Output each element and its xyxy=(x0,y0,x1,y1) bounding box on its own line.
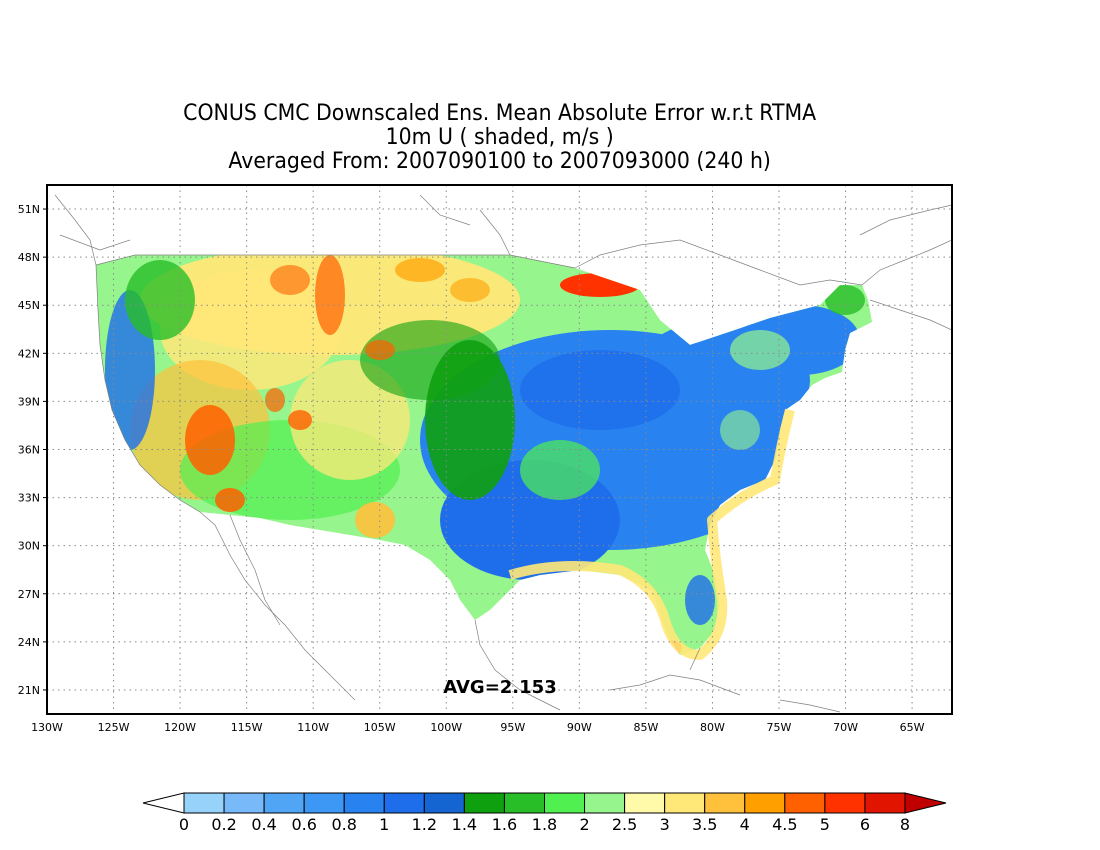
colorbar-swatch xyxy=(744,792,786,814)
lat-tick-label: 24N xyxy=(18,636,40,649)
lon-tick-label: 120W xyxy=(164,721,196,734)
lon-tick-label: 125W xyxy=(98,721,130,734)
colorbar-swatch xyxy=(303,792,345,814)
colorbar-swatch xyxy=(664,792,706,814)
lat-tick-label: 45N xyxy=(18,299,40,312)
colorbar-label: 2.5 xyxy=(612,815,637,834)
lat-tick-label: 30N xyxy=(18,540,40,553)
colorbar-label: 6 xyxy=(860,815,870,834)
colorbar-label: 0 xyxy=(179,815,189,834)
lon-tick-label: 130W xyxy=(31,721,63,734)
lat-tick-label: 48N xyxy=(18,251,40,264)
lon-tick-label: 85W xyxy=(633,721,658,734)
lat-tick-label: 51N xyxy=(18,203,40,216)
title-line-2: 10m U ( shaded, m/s ) xyxy=(385,125,614,150)
colorbar-label: 1 xyxy=(379,815,389,834)
colorbar-swatch xyxy=(423,792,465,814)
colorbar-swatch xyxy=(343,792,385,814)
lat-lon-grid xyxy=(47,185,952,714)
lat-tick-label: 33N xyxy=(18,492,40,505)
map-title: CONUS CMC Downscaled Ens. Mean Absolute … xyxy=(35,102,965,174)
colorbar-label: 0.6 xyxy=(291,815,316,834)
colorbar-swatch xyxy=(223,792,265,814)
lon-tick-label: 90W xyxy=(567,721,592,734)
lat-tick-label: 27N xyxy=(18,588,40,601)
lat-tick-label: 21N xyxy=(18,684,40,697)
colorbar-label: 4.5 xyxy=(772,815,797,834)
colorbar-swatch xyxy=(864,792,906,814)
colorbar-under-triangle xyxy=(142,792,185,814)
colorbar-swatch xyxy=(263,792,305,814)
colorbar-swatch xyxy=(383,792,425,814)
colorbar-label: 0.2 xyxy=(211,815,236,834)
lon-tick-label: 80W xyxy=(700,721,725,734)
colorbar-label: 8 xyxy=(900,815,910,834)
colorbar-swatch xyxy=(503,792,546,814)
colorbar-label: 3 xyxy=(660,815,670,834)
colorbar-swatch xyxy=(463,792,505,814)
colorbar-swatch xyxy=(704,792,746,814)
lon-tick-label: 115W xyxy=(231,721,263,734)
colorbar-label: 1.6 xyxy=(492,815,517,834)
colorbar-label: 1.4 xyxy=(452,815,477,834)
lon-tick-label: 100W xyxy=(430,721,462,734)
lon-tick-label: 110W xyxy=(297,721,329,734)
colorbar-label: 1.2 xyxy=(412,815,437,834)
lon-tick-label: 65W xyxy=(900,721,925,734)
colorbar xyxy=(142,792,947,814)
lon-tick-label: 70W xyxy=(833,721,858,734)
colorbar-swatch xyxy=(624,792,666,814)
colorbar-label: 2 xyxy=(579,815,589,834)
colorbar-labels: 0 0.2 0.4 0.6 0.8 1 1.2 1.4 1.6 1.8 2 2.5 3 3.5 4 4.5 5 6… xyxy=(179,815,910,834)
colorbar-label: 4 xyxy=(740,815,750,834)
colorbar-label: 1.8 xyxy=(532,815,557,834)
lon-tick-label: 105W xyxy=(364,721,396,734)
colorbar-label: 3.5 xyxy=(692,815,717,834)
title-line-3: Averaged From: 2007090100 to 2007093000 … xyxy=(228,149,771,174)
colorbar-swatch xyxy=(544,792,586,814)
colorbar-swatch xyxy=(824,792,866,814)
lon-tick-label: 95W xyxy=(500,721,525,734)
colorbar-swatch xyxy=(784,792,826,814)
colorbar-label: 0.8 xyxy=(331,815,356,834)
colorbar-swatch xyxy=(584,792,626,814)
lon-tick-labels: 130W 125W 120W 115W 110W 105W 100W 95W 90W 85W 80W… xyxy=(31,721,925,734)
colorbar-label: 5 xyxy=(820,815,830,834)
lat-tick-label: 39N xyxy=(18,395,40,408)
colorbar-label: 0.4 xyxy=(251,815,276,834)
avg-annotation: AVG=2.153 xyxy=(443,677,556,698)
colorbar-over-triangle xyxy=(904,792,947,814)
title-line-1: CONUS CMC Downscaled Ens. Mean Absolute … xyxy=(183,101,817,126)
map-outlines xyxy=(54,194,952,713)
lat-tick-label: 36N xyxy=(18,444,40,457)
lat-tick-labels: 51N 48N 45N 42N 39N 36N 33N 30N 27N 24N 21N xyxy=(18,203,47,697)
lat-tick-label: 42N xyxy=(18,347,40,360)
lon-tick-label: 75W xyxy=(767,721,792,734)
colorbar-swatch xyxy=(183,792,225,814)
